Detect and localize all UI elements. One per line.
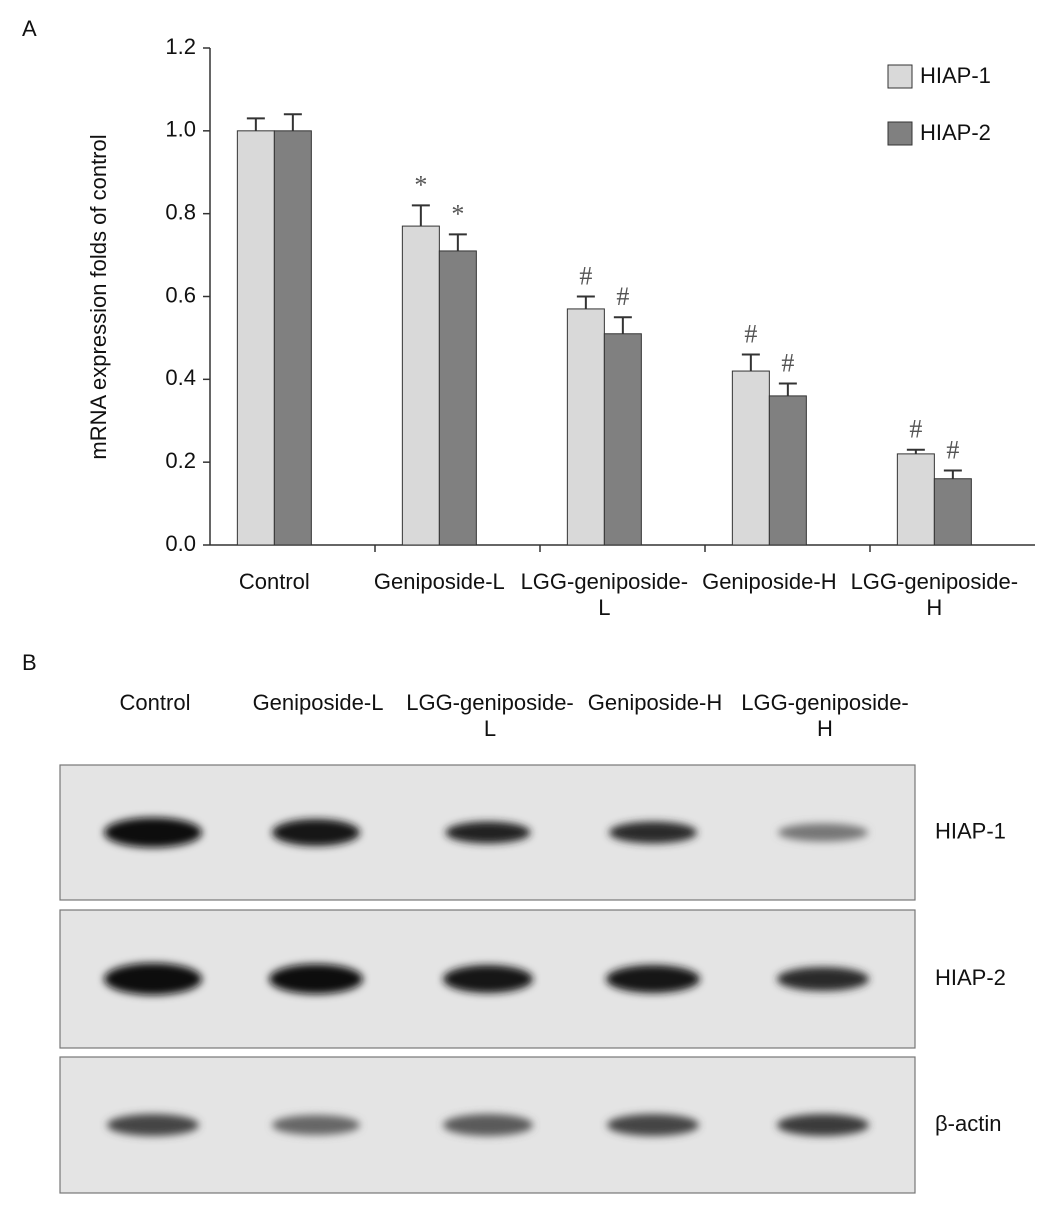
x-tick-label: LGG-geniposide-H [850,569,1019,620]
blot-band [269,964,363,994]
blot-band [272,1115,360,1135]
y-tick-label: 0.6 [165,282,196,307]
blot-column-label: Control [119,690,191,715]
blot-band [445,821,531,844]
blot-band [607,1114,699,1136]
error-bar [943,469,962,479]
blot-column-label: LGG-geniposide-L [406,690,574,741]
annotation: * [414,170,427,199]
y-tick-label: 0.4 [165,365,196,390]
y-tick-label: 1.0 [165,117,196,142]
blot-row-label: HIAP-1 [935,818,1006,843]
bar [273,130,312,546]
error-bar [576,295,595,309]
blot-column-label: Geniposide-H [587,690,723,715]
bar [236,130,275,546]
blot-row-label: HIAP-2 [935,965,1006,990]
blot-band [107,1114,199,1136]
y-tick-label: 0.2 [165,448,196,473]
panel-label: A [22,16,37,41]
error-bar [411,204,430,227]
x-tick-label: Control [238,569,310,594]
annotation: # [744,319,757,348]
annotation: # [781,348,794,377]
annotation: # [579,261,592,290]
blot-band [443,1114,533,1136]
y-tick-label: 0.8 [165,199,196,224]
bar [933,478,972,546]
bar [566,308,605,546]
blot-band [606,965,700,993]
bar [731,370,770,546]
panel-label: B [22,650,37,675]
bar [603,333,642,546]
bar [401,225,440,546]
blot-band [104,963,202,995]
bar [896,453,935,546]
blot-band [443,965,533,993]
x-tick-label: LGG-geniposide-L [520,569,689,620]
blot-column-label: LGG-geniposide-H [741,690,909,741]
blot-band [609,821,697,844]
x-tick-label: Geniposide-L [373,569,505,594]
legend-swatch [887,121,913,146]
error-bar [613,316,632,334]
x-tick-label: Geniposide-H [702,569,837,594]
blot-band [272,819,360,846]
annotation: # [946,435,959,464]
annotation: # [616,282,629,311]
bar [768,395,807,546]
blot-band [778,823,868,842]
error-bar [741,353,760,372]
y-tick-label: 1.2 [165,34,196,59]
error-bar [246,117,265,131]
y-axis-label: mRNA expression folds of control [86,134,111,459]
y-tick-label: 0.0 [165,531,196,556]
blot-column-label: Geniposide-L [252,690,384,715]
error-bar [283,113,302,131]
blot-band [777,967,869,991]
bar [438,250,477,546]
legend-label: HIAP-1 [920,63,991,88]
blot-band [777,1114,869,1136]
error-bar [906,448,925,454]
legend-swatch [887,64,913,89]
blot-row-label: β-actin [935,1111,1001,1136]
error-bar [778,382,797,396]
error-bar [448,233,467,251]
annotation: # [909,415,922,444]
legend-label: HIAP-2 [920,120,991,145]
annotation: * [451,199,464,228]
blot-band [104,817,202,848]
